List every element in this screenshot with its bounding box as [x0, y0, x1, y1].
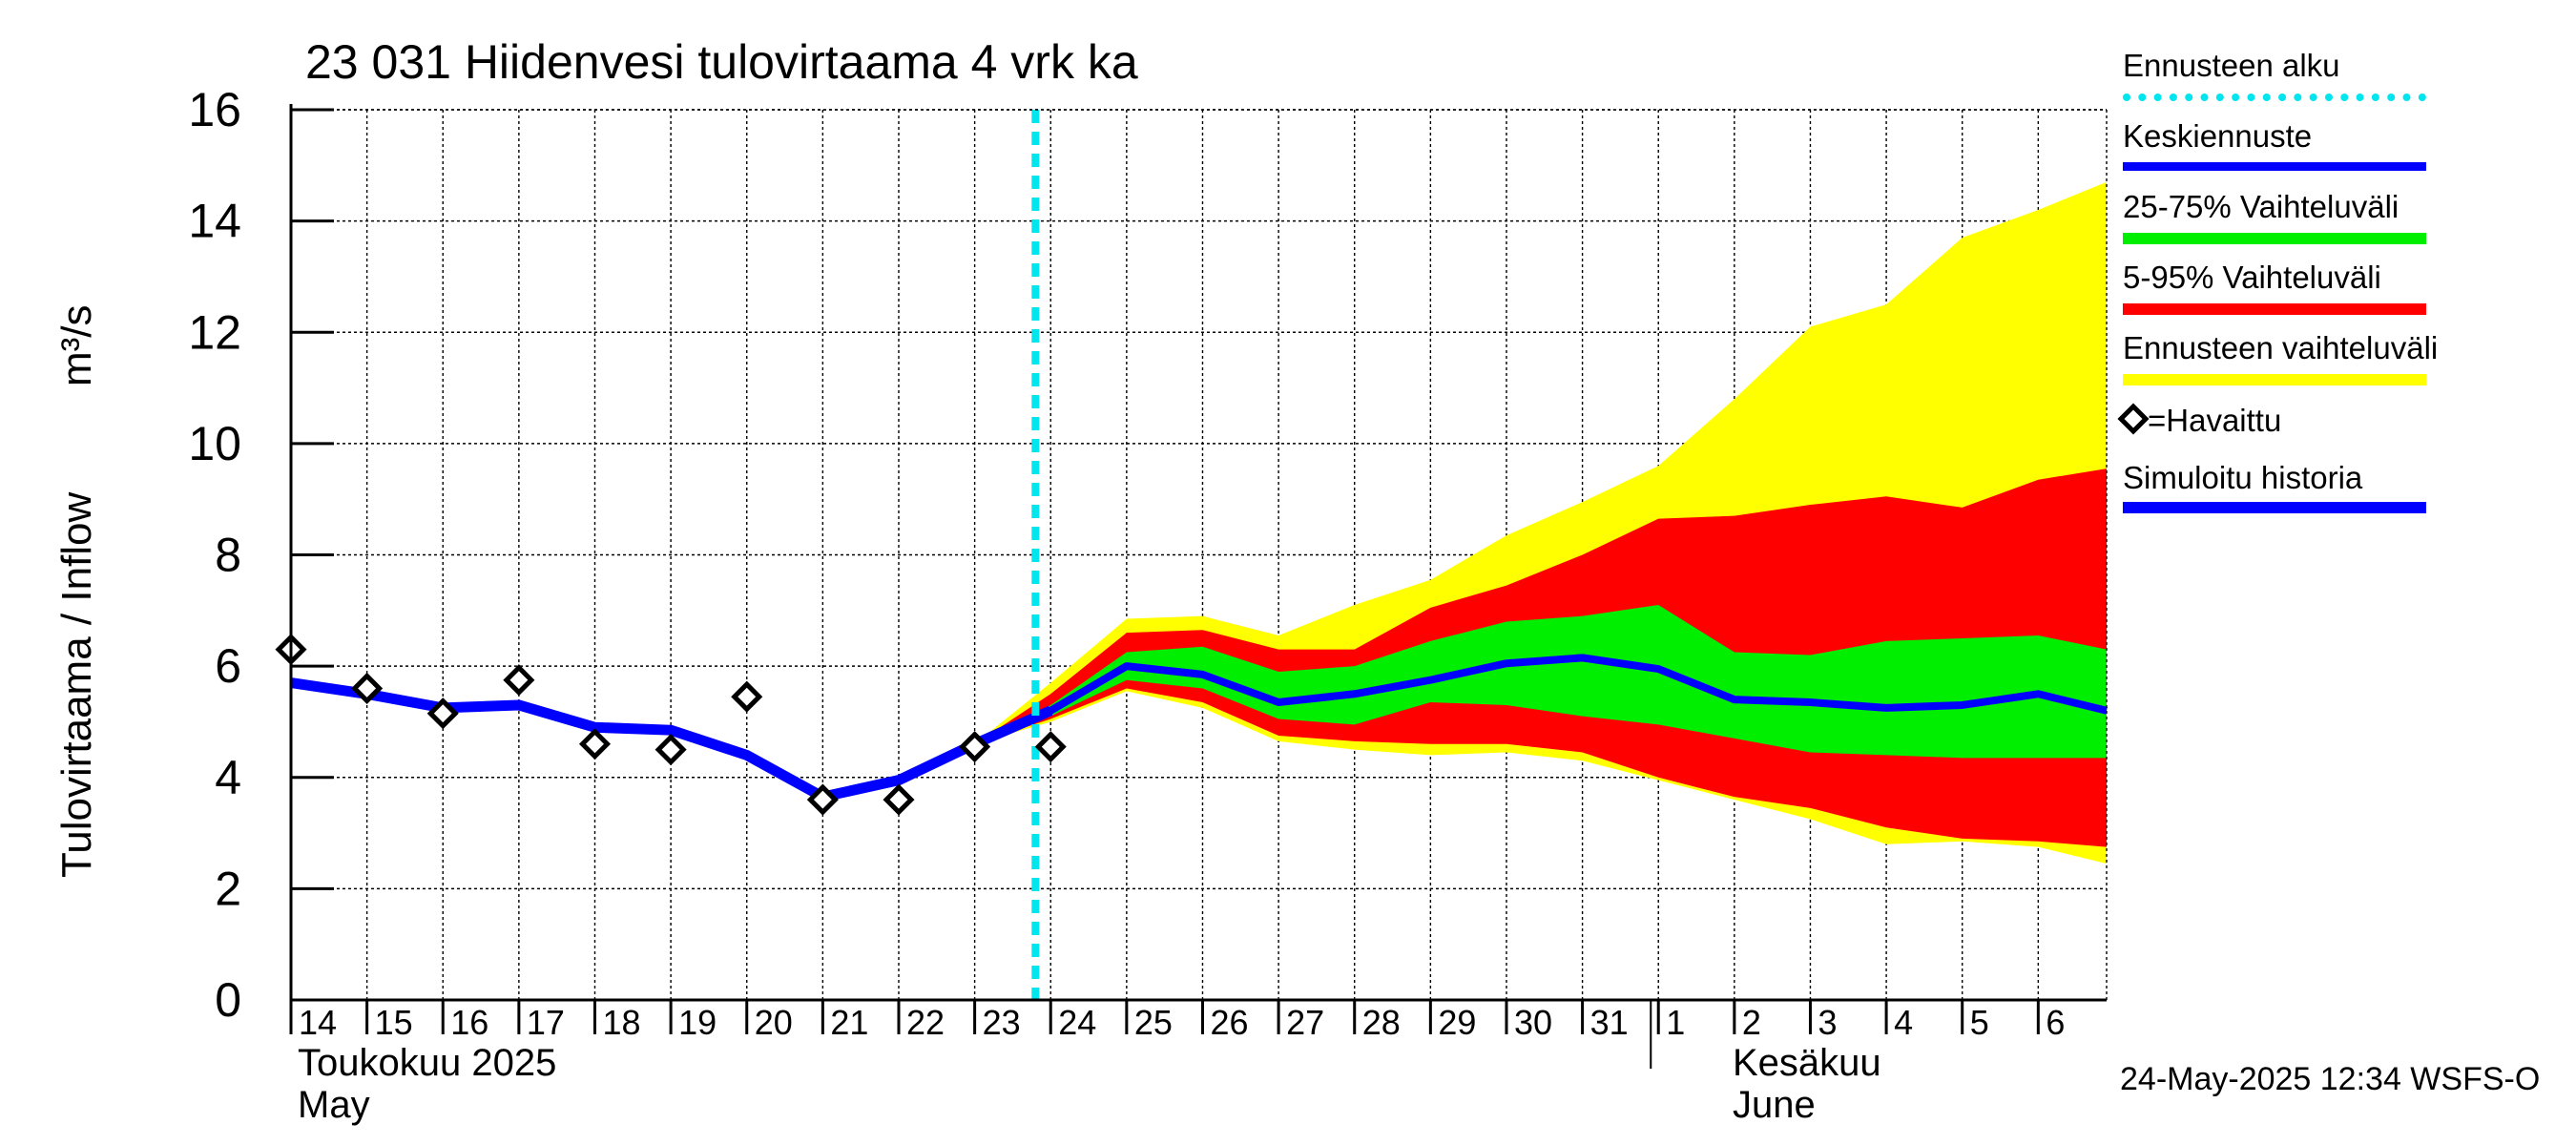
x-tick-label: 28 — [1362, 1003, 1401, 1042]
month-label-may-en: May — [298, 1084, 370, 1126]
x-tick-label: 22 — [906, 1003, 945, 1042]
legend-swatch-mean-forecast — [2123, 162, 2426, 171]
observed-point — [959, 731, 991, 763]
y-tick-label: 14 — [188, 195, 241, 248]
band-25-75-area — [974, 604, 2108, 759]
x-tick-label: 31 — [1590, 1003, 1629, 1042]
x-tick-label: 25 — [1134, 1003, 1173, 1042]
x-tick-label: 20 — [755, 1003, 793, 1042]
y-tick-label: 8 — [215, 529, 241, 582]
observed-point — [731, 680, 763, 713]
x-tick-label: 14 — [299, 1003, 337, 1042]
y-tick-label: 16 — [188, 83, 241, 136]
x-tick-label: 5 — [1970, 1003, 1989, 1042]
legend-label-mean-forecast: Keskiennuste — [2123, 118, 2313, 154]
y-axis-unit: m³/s — [53, 304, 100, 386]
month-label-may-fi: Toukokuu 2025 — [298, 1042, 557, 1084]
simulated-history-line — [290, 677, 1053, 802]
x-tick-label: 17 — [527, 1003, 565, 1042]
mean-forecast-line — [973, 654, 2108, 748]
x-tick-label: 29 — [1438, 1003, 1476, 1042]
observed-point — [578, 728, 612, 760]
y-tick-label: 6 — [215, 639, 241, 693]
x-tick-label: 21 — [830, 1003, 868, 1042]
observed-point — [351, 672, 384, 704]
legend-label-band-total: Ennusteen vaihteluväli — [2123, 330, 2439, 365]
observed-point — [426, 697, 459, 730]
y-tick-label: 12 — [188, 305, 241, 359]
x-tick-label: 26 — [1210, 1003, 1248, 1042]
legend-label-simulated: Simuloitu historia — [2123, 460, 2363, 495]
x-tick-label: 2 — [1742, 1003, 1761, 1042]
x-tick-label: 24 — [1058, 1003, 1096, 1042]
legend-label-band-5-95: 5-95% Vaihteluväli — [2123, 260, 2381, 295]
x-tick-label: 3 — [1818, 1003, 1837, 1042]
legend-swatch-band-5-95 — [2123, 303, 2426, 315]
legend-swatch-band-total — [2123, 374, 2426, 385]
x-tick-label: 27 — [1286, 1003, 1324, 1042]
legend-label-observed: =Havaittu — [2148, 403, 2282, 438]
legend-swatch-simulated — [2123, 502, 2426, 513]
legend-swatch-forecast-start — [2123, 94, 2426, 101]
month-label-june-fi: Kesäkuu — [1733, 1042, 1881, 1084]
legend-swatch-observed — [2117, 403, 2150, 435]
y-tick-label: 10 — [188, 417, 241, 470]
legend-label-forecast-start: Ennusteen alku — [2123, 48, 2340, 83]
x-tick-label: 16 — [450, 1003, 488, 1042]
month-label-june-en: June — [1733, 1084, 1816, 1126]
legend-swatch-band-25-75 — [2123, 233, 2426, 244]
y-tick-label: 2 — [215, 862, 241, 915]
legend-label-band-25-75: 25-75% Vaihteluväli — [2123, 189, 2399, 224]
observed-point — [503, 664, 535, 697]
observed-point — [806, 783, 839, 816]
x-tick-label: 4 — [1894, 1003, 1913, 1042]
x-tick-label: 23 — [983, 1003, 1021, 1042]
observed-point — [1034, 731, 1067, 763]
x-tick-label: 15 — [375, 1003, 413, 1042]
timestamp: 24-May-2025 12:34 WSFS-O — [2120, 1061, 2541, 1097]
observed-point — [654, 734, 687, 766]
y-tick-label: 0 — [215, 973, 241, 1027]
observed-point — [883, 783, 915, 816]
chart-title: 23 031 Hiidenvesi tulovirtaama 4 vrk ka — [305, 35, 1138, 89]
x-tick-label: 30 — [1514, 1003, 1552, 1042]
x-tick-label: 1 — [1666, 1003, 1685, 1042]
y-tick-label: 4 — [215, 751, 241, 804]
x-tick-label: 6 — [2046, 1003, 2065, 1042]
x-tick-label: 19 — [678, 1003, 717, 1042]
y-axis-label: Tulovirtaama / Inflow — [53, 491, 100, 878]
x-tick-label: 18 — [602, 1003, 640, 1042]
